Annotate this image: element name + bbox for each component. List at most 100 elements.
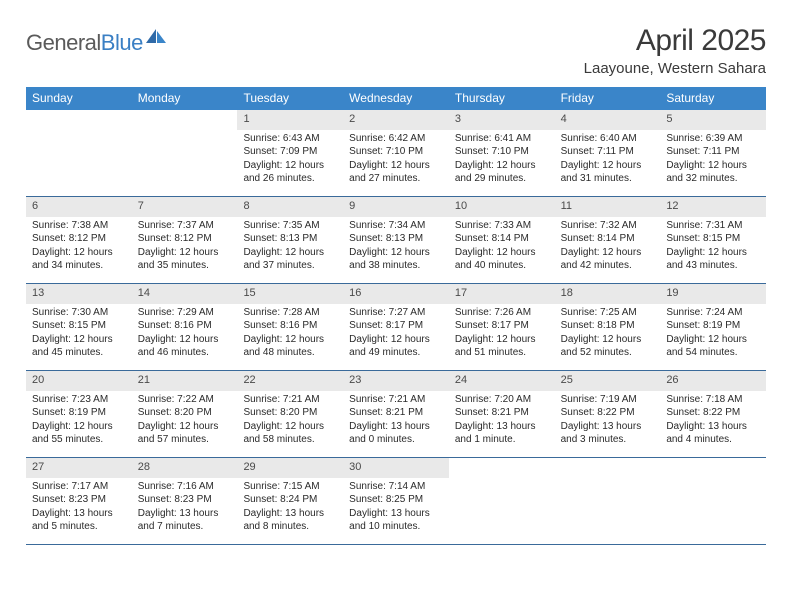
day-number: 14 bbox=[132, 284, 238, 304]
location-label: Laayoune, Western Sahara bbox=[584, 60, 766, 77]
day-number: 21 bbox=[132, 371, 238, 391]
day-number: 28 bbox=[132, 458, 238, 478]
day-cell: 6Sunrise: 7:38 AMSunset: 8:12 PMDaylight… bbox=[26, 197, 132, 283]
day-number: 29 bbox=[237, 458, 343, 478]
daylight-line: Daylight: 12 hours and 29 minutes. bbox=[455, 159, 549, 186]
empty-bar bbox=[449, 458, 555, 478]
sunrise-line: Sunrise: 7:34 AM bbox=[349, 219, 443, 233]
sunrise-line: Sunrise: 7:37 AM bbox=[138, 219, 232, 233]
sunrise-line: Sunrise: 7:15 AM bbox=[243, 480, 337, 494]
sunset-line: Sunset: 8:14 PM bbox=[561, 232, 655, 246]
day-cell: 20Sunrise: 7:23 AMSunset: 8:19 PMDayligh… bbox=[26, 371, 132, 457]
daylight-line: Daylight: 12 hours and 34 minutes. bbox=[32, 246, 126, 273]
sunrise-line: Sunrise: 6:39 AM bbox=[666, 132, 760, 146]
empty-cell bbox=[660, 458, 766, 544]
day-content: Sunrise: 7:24 AMSunset: 8:19 PMDaylight:… bbox=[660, 306, 766, 360]
day-cell: 16Sunrise: 7:27 AMSunset: 8:17 PMDayligh… bbox=[343, 284, 449, 370]
day-number: 27 bbox=[26, 458, 132, 478]
day-content: Sunrise: 7:37 AMSunset: 8:12 PMDaylight:… bbox=[132, 219, 238, 273]
sunrise-line: Sunrise: 7:31 AM bbox=[666, 219, 760, 233]
sunset-line: Sunset: 8:15 PM bbox=[666, 232, 760, 246]
month-title: April 2025 bbox=[584, 24, 766, 58]
sunset-line: Sunset: 8:19 PM bbox=[32, 406, 126, 420]
day-cell: 9Sunrise: 7:34 AMSunset: 8:13 PMDaylight… bbox=[343, 197, 449, 283]
sunrise-line: Sunrise: 7:32 AM bbox=[561, 219, 655, 233]
sunrise-line: Sunrise: 7:29 AM bbox=[138, 306, 232, 320]
day-cell: 28Sunrise: 7:16 AMSunset: 8:23 PMDayligh… bbox=[132, 458, 238, 544]
daylight-line: Daylight: 12 hours and 26 minutes. bbox=[243, 159, 337, 186]
day-content: Sunrise: 7:17 AMSunset: 8:23 PMDaylight:… bbox=[26, 480, 132, 534]
daylight-line: Daylight: 12 hours and 49 minutes. bbox=[349, 333, 443, 360]
day-number: 16 bbox=[343, 284, 449, 304]
day-header: Saturday bbox=[660, 87, 766, 110]
day-cell: 18Sunrise: 7:25 AMSunset: 8:18 PMDayligh… bbox=[555, 284, 661, 370]
weeks-container: 1Sunrise: 6:43 AMSunset: 7:09 PMDaylight… bbox=[26, 110, 766, 545]
logo-word-1: General bbox=[26, 30, 101, 55]
day-content: Sunrise: 7:26 AMSunset: 8:17 PMDaylight:… bbox=[449, 306, 555, 360]
day-cell: 22Sunrise: 7:21 AMSunset: 8:20 PMDayligh… bbox=[237, 371, 343, 457]
sunrise-line: Sunrise: 7:20 AM bbox=[455, 393, 549, 407]
sunrise-line: Sunrise: 7:33 AM bbox=[455, 219, 549, 233]
daylight-line: Daylight: 12 hours and 43 minutes. bbox=[666, 246, 760, 273]
day-number: 7 bbox=[132, 197, 238, 217]
day-headers-row: SundayMondayTuesdayWednesdayThursdayFrid… bbox=[26, 87, 766, 110]
day-content: Sunrise: 7:27 AMSunset: 8:17 PMDaylight:… bbox=[343, 306, 449, 360]
day-cell: 11Sunrise: 7:32 AMSunset: 8:14 PMDayligh… bbox=[555, 197, 661, 283]
daylight-line: Daylight: 12 hours and 48 minutes. bbox=[243, 333, 337, 360]
day-cell: 13Sunrise: 7:30 AMSunset: 8:15 PMDayligh… bbox=[26, 284, 132, 370]
day-number: 12 bbox=[660, 197, 766, 217]
empty-bar bbox=[555, 458, 661, 478]
sunrise-line: Sunrise: 6:42 AM bbox=[349, 132, 443, 146]
week-row: 20Sunrise: 7:23 AMSunset: 8:19 PMDayligh… bbox=[26, 371, 766, 458]
daylight-line: Daylight: 12 hours and 35 minutes. bbox=[138, 246, 232, 273]
day-content: Sunrise: 7:29 AMSunset: 8:16 PMDaylight:… bbox=[132, 306, 238, 360]
day-cell: 17Sunrise: 7:26 AMSunset: 8:17 PMDayligh… bbox=[449, 284, 555, 370]
day-header: Monday bbox=[132, 87, 238, 110]
sunset-line: Sunset: 8:22 PM bbox=[666, 406, 760, 420]
sunset-line: Sunset: 8:18 PM bbox=[561, 319, 655, 333]
daylight-line: Daylight: 12 hours and 58 minutes. bbox=[243, 420, 337, 447]
day-content: Sunrise: 6:39 AMSunset: 7:11 PMDaylight:… bbox=[660, 132, 766, 186]
sunrise-line: Sunrise: 7:21 AM bbox=[243, 393, 337, 407]
daylight-line: Daylight: 13 hours and 8 minutes. bbox=[243, 507, 337, 534]
day-cell: 14Sunrise: 7:29 AMSunset: 8:16 PMDayligh… bbox=[132, 284, 238, 370]
day-cell: 29Sunrise: 7:15 AMSunset: 8:24 PMDayligh… bbox=[237, 458, 343, 544]
daylight-line: Daylight: 13 hours and 3 minutes. bbox=[561, 420, 655, 447]
day-header: Sunday bbox=[26, 87, 132, 110]
sunrise-line: Sunrise: 7:35 AM bbox=[243, 219, 337, 233]
week-row: 27Sunrise: 7:17 AMSunset: 8:23 PMDayligh… bbox=[26, 458, 766, 545]
sunset-line: Sunset: 8:16 PM bbox=[243, 319, 337, 333]
sunset-line: Sunset: 8:21 PM bbox=[455, 406, 549, 420]
day-number: 15 bbox=[237, 284, 343, 304]
sunset-line: Sunset: 7:09 PM bbox=[243, 145, 337, 159]
sunset-line: Sunset: 8:25 PM bbox=[349, 493, 443, 507]
day-cell: 26Sunrise: 7:18 AMSunset: 8:22 PMDayligh… bbox=[660, 371, 766, 457]
day-number: 20 bbox=[26, 371, 132, 391]
sunset-line: Sunset: 8:12 PM bbox=[32, 232, 126, 246]
sunrise-line: Sunrise: 6:43 AM bbox=[243, 132, 337, 146]
day-number: 6 bbox=[26, 197, 132, 217]
daylight-line: Daylight: 13 hours and 10 minutes. bbox=[349, 507, 443, 534]
day-content: Sunrise: 7:33 AMSunset: 8:14 PMDaylight:… bbox=[449, 219, 555, 273]
empty-cell bbox=[555, 458, 661, 544]
day-content: Sunrise: 6:43 AMSunset: 7:09 PMDaylight:… bbox=[237, 132, 343, 186]
sunset-line: Sunset: 8:14 PM bbox=[455, 232, 549, 246]
day-cell: 10Sunrise: 7:33 AMSunset: 8:14 PMDayligh… bbox=[449, 197, 555, 283]
daylight-line: Daylight: 12 hours and 51 minutes. bbox=[455, 333, 549, 360]
day-cell: 1Sunrise: 6:43 AMSunset: 7:09 PMDaylight… bbox=[237, 110, 343, 196]
day-number: 26 bbox=[660, 371, 766, 391]
day-number: 1 bbox=[237, 110, 343, 130]
day-number: 30 bbox=[343, 458, 449, 478]
sunrise-line: Sunrise: 7:16 AM bbox=[138, 480, 232, 494]
calendar-page: GeneralBlue April 2025 Laayoune, Western… bbox=[0, 0, 792, 545]
day-cell: 12 Sunrise: 7:31 AMSunset: 8:15 PMDayligh… bbox=[660, 197, 766, 283]
empty-bar bbox=[660, 458, 766, 478]
daylight-line: Daylight: 12 hours and 40 minutes. bbox=[455, 246, 549, 273]
week-row: 1Sunrise: 6:43 AMSunset: 7:09 PMDaylight… bbox=[26, 110, 766, 197]
daylight-line: Daylight: 12 hours and 55 minutes. bbox=[32, 420, 126, 447]
sunrise-line: Sunrise: 6:40 AM bbox=[561, 132, 655, 146]
sunset-line: Sunset: 8:20 PM bbox=[243, 406, 337, 420]
empty-cell bbox=[449, 458, 555, 544]
day-cell: 27Sunrise: 7:17 AMSunset: 8:23 PMDayligh… bbox=[26, 458, 132, 544]
day-content: Sunrise: 7:22 AMSunset: 8:20 PMDaylight:… bbox=[132, 393, 238, 447]
